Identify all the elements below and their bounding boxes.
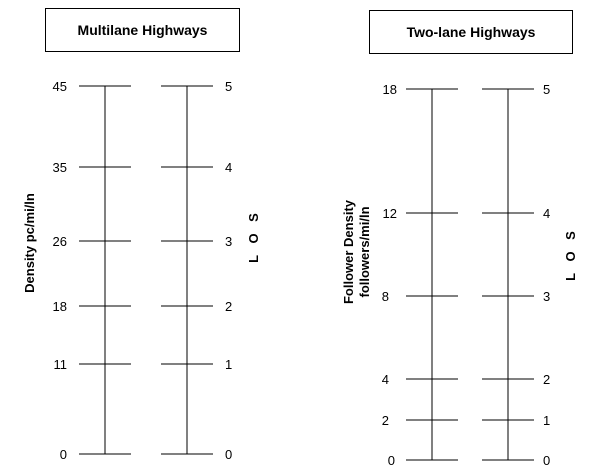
multilane-los-axis-title: L O S: [246, 209, 261, 263]
twolane-los-tick-label: 0: [543, 453, 550, 468]
multilane-density-tick-label: 26: [53, 234, 67, 249]
twolane-title: Two-lane Highways: [406, 24, 536, 40]
multilane-density-tick-label: 0: [60, 447, 67, 462]
twolane-los-tick-labels: 5 4 3 2 1 0: [543, 82, 550, 468]
multilane-los-tick-label: 1: [225, 357, 232, 372]
multilane-los-tick-label: 4: [225, 160, 232, 175]
multilane-density-tick-labels: 45 35 26 18 11 0: [53, 79, 67, 462]
twolane-density-tick-label: 2: [382, 413, 389, 428]
multilane-los-tick-label: 0: [225, 447, 232, 462]
twolane-los-tick-label: 4: [543, 206, 550, 221]
twolane-density-axis-title-line2: followers/mi/ln: [357, 206, 372, 297]
twolane-los-tick-label: 2: [543, 372, 550, 387]
multilane-title-box: Multilane Highways: [45, 8, 240, 52]
twolane-los-tick-label: 1: [543, 413, 550, 428]
multilane-los-tick-labels: 5 4 3 2 1 0: [225, 79, 232, 462]
multilane-density-axis-title: Density pc/mi/ln: [22, 193, 37, 293]
multilane-title: Multilane Highways: [77, 22, 208, 38]
multilane-density-tick-label: 18: [53, 299, 67, 314]
twolane-scales: [406, 88, 534, 461]
multilane-density-tick-label: 45: [53, 79, 67, 94]
twolane-title-box: Two-lane Highways: [369, 10, 573, 54]
multilane-density-tick-label: 35: [53, 160, 67, 175]
twolane-density-tick-label: 18: [383, 82, 397, 97]
twolane-los-tick-label: 5: [543, 82, 550, 97]
multilane-los-tick-label: 5: [225, 79, 232, 94]
multilane-los-tick-label: 3: [225, 234, 232, 249]
twolane-los-axis-title: L O S: [563, 227, 578, 281]
multilane-scales: [79, 85, 213, 455]
multilane-density-tick-label: 11: [54, 357, 68, 372]
twolane-los-tick-label: 3: [543, 289, 550, 304]
twolane-density-tick-label: 4: [382, 372, 389, 387]
twolane-density-tick-label: 0: [388, 453, 395, 468]
twolane-density-tick-label: 12: [383, 206, 397, 221]
twolane-density-tick-labels: 18 12 8 4 2 0: [382, 82, 397, 468]
twolane-density-axis-title-line1: Follower Density: [341, 199, 356, 304]
multilane-los-tick-label: 2: [225, 299, 232, 314]
twolane-density-tick-label: 8: [382, 289, 389, 304]
